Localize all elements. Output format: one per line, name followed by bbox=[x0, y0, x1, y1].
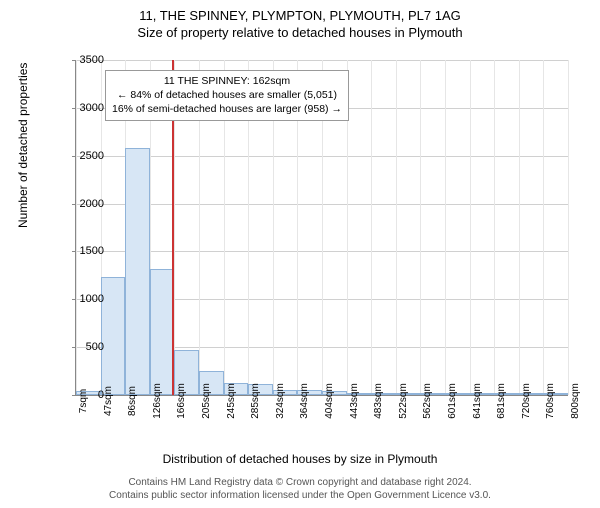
xtick-label: 364sqm bbox=[299, 383, 310, 419]
xtick-label: 601sqm bbox=[447, 383, 458, 419]
annotation-line1: 11 THE SPINNEY: 162sqm bbox=[112, 74, 342, 88]
grid-line-v bbox=[420, 60, 421, 395]
footer-line2: Contains public sector information licen… bbox=[0, 489, 600, 502]
grid-line-v bbox=[371, 60, 372, 395]
title-line1: 11, THE SPINNEY, PLYMPTON, PLYMOUTH, PL7… bbox=[0, 8, 600, 23]
ytick-label: 3000 bbox=[80, 102, 104, 114]
xtick-label: 7sqm bbox=[78, 389, 89, 413]
grid-line-v bbox=[76, 60, 77, 395]
grid-line-v bbox=[568, 60, 569, 395]
annotation-line3: 16% of semi-detached houses are larger (… bbox=[112, 102, 342, 116]
histogram-bar bbox=[125, 148, 150, 395]
xtick-label: 443sqm bbox=[349, 383, 360, 419]
histogram-bar bbox=[150, 269, 175, 395]
xtick-label: 126sqm bbox=[152, 383, 163, 419]
grid-line-v bbox=[494, 60, 495, 395]
grid-line-v bbox=[445, 60, 446, 395]
xtick-label: 641sqm bbox=[472, 383, 483, 419]
y-axis-label: Number of detached properties bbox=[16, 63, 30, 228]
xtick-label: 522sqm bbox=[398, 383, 409, 419]
title-line2: Size of property relative to detached ho… bbox=[0, 25, 600, 40]
grid-line-v bbox=[543, 60, 544, 395]
xtick-label: 800sqm bbox=[570, 383, 581, 419]
footer-line1: Contains HM Land Registry data © Crown c… bbox=[0, 476, 600, 489]
xtick-label: 324sqm bbox=[275, 383, 286, 419]
annotation-box: 11 THE SPINNEY: 162sqm← 84% of detached … bbox=[105, 70, 349, 121]
ytick-label: 500 bbox=[86, 341, 104, 353]
ytick-label: 2500 bbox=[80, 150, 104, 162]
histogram-bar bbox=[101, 277, 126, 395]
xtick-label: 681sqm bbox=[496, 383, 507, 419]
grid-line-v bbox=[470, 60, 471, 395]
xtick-label: 166sqm bbox=[176, 383, 187, 419]
ytick-mark bbox=[72, 395, 76, 396]
footer-attribution: Contains HM Land Registry data © Crown c… bbox=[0, 476, 600, 502]
xtick-label: 760sqm bbox=[545, 383, 556, 419]
xtick-label: 720sqm bbox=[521, 383, 532, 419]
xtick-label: 562sqm bbox=[422, 383, 433, 419]
xtick-label: 404sqm bbox=[324, 383, 335, 419]
xtick-label: 205sqm bbox=[201, 383, 212, 419]
ytick-label: 3500 bbox=[80, 54, 104, 66]
ytick-label: 1500 bbox=[80, 245, 104, 257]
xtick-label: 483sqm bbox=[373, 383, 384, 419]
annotation-line2: ← 84% of detached houses are smaller (5,… bbox=[112, 88, 342, 102]
grid-line-v bbox=[396, 60, 397, 395]
grid-line-v bbox=[519, 60, 520, 395]
xtick-label: 86sqm bbox=[127, 386, 138, 416]
x-axis-label: Distribution of detached houses by size … bbox=[0, 452, 600, 466]
xtick-label: 47sqm bbox=[103, 386, 114, 416]
ytick-label: 1000 bbox=[80, 293, 104, 305]
xtick-label: 285sqm bbox=[250, 383, 261, 419]
ytick-label: 2000 bbox=[80, 198, 104, 210]
xtick-label: 245sqm bbox=[226, 383, 237, 419]
